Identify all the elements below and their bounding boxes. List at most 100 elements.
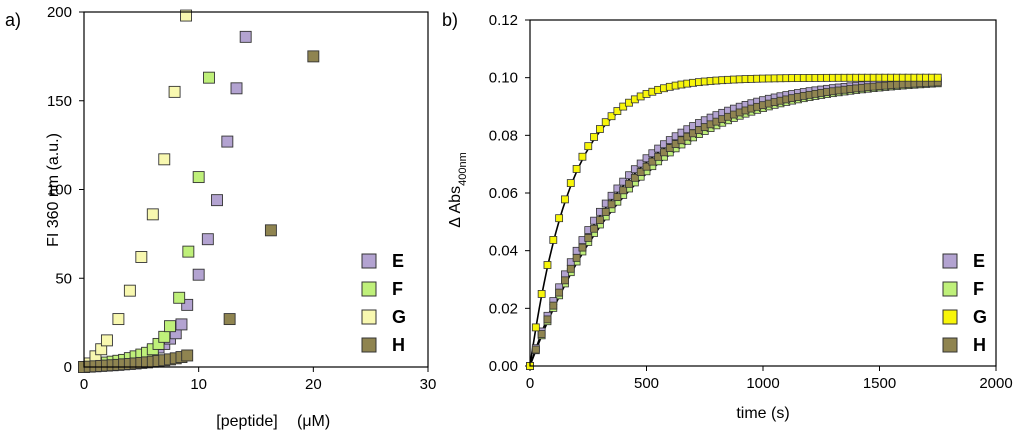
point-b-G	[584, 142, 593, 151]
point-a-G	[123, 284, 136, 297]
point-b-H	[543, 315, 552, 324]
legend-a-label-H: H	[392, 335, 405, 355]
panel-b-xtick-label: 1000	[746, 375, 779, 392]
point-a-E	[175, 318, 188, 331]
panel-a-xunit: (μM)	[297, 413, 330, 430]
panel-b-label: b)	[442, 10, 458, 30]
panel-b-xtick-label: 0	[526, 375, 534, 392]
point-a-G	[158, 153, 171, 166]
legend-b-label-H: H	[973, 335, 986, 355]
panel-a-plot-frame	[83, 11, 429, 368]
legend-b-label-G: G	[973, 307, 987, 327]
point-a-H	[181, 349, 194, 362]
point-a-H	[307, 50, 320, 63]
point-b-H	[601, 208, 610, 216]
point-a-F	[192, 171, 205, 184]
panel-a-xtick-label: 0	[80, 376, 88, 393]
panel-b-xtick-label: 500	[634, 375, 659, 392]
point-a-F	[173, 291, 186, 304]
panel-b-xtick-label: 1500	[863, 375, 896, 392]
point-a-G	[168, 85, 181, 98]
legend-b-swatch-F	[942, 281, 958, 297]
point-b-H	[665, 144, 674, 152]
point-a-E	[230, 82, 243, 95]
panel-b-ytick-label: 0.04	[489, 243, 518, 260]
panel-a-label: a)	[5, 10, 21, 30]
legend-b-swatch-H	[942, 337, 958, 353]
point-b-G	[531, 323, 540, 332]
panel-a-xtick-label: 30	[420, 376, 437, 393]
point-a-G	[112, 313, 125, 326]
point-b-H	[648, 157, 657, 166]
point-b-H	[566, 264, 575, 273]
legend-a-swatch-E	[361, 253, 377, 269]
point-b-H	[584, 233, 593, 242]
legend-b-label-E: E	[973, 251, 985, 271]
point-b-G	[543, 261, 552, 269]
panel-b-xtick-label: 2000	[979, 375, 1012, 392]
legend-b-swatch-E	[942, 253, 958, 269]
panel-a-ytick-label: 0	[64, 359, 72, 376]
panel-b-ticks: 0 500 1000 1500 2000 0.00 0.02 0.04 0.06 0.08 0.10…	[489, 12, 1013, 392]
point-a-G	[135, 250, 148, 263]
panel-a-xlabel: [peptide]	[216, 413, 277, 430]
point-b-H	[660, 148, 668, 157]
point-a-E	[181, 298, 194, 311]
point-a-G	[146, 208, 159, 221]
point-a-H	[264, 224, 277, 237]
panel-a-xtick-label: 20	[305, 376, 322, 393]
legend-a-label-F: F	[392, 279, 403, 299]
point-b-H	[590, 224, 598, 233]
point-b-G	[933, 73, 942, 82]
legend-a-swatch-H	[361, 337, 377, 353]
point-a-G	[180, 9, 193, 22]
point-a-E	[211, 194, 223, 207]
point-a-E	[201, 233, 214, 246]
point-b-G	[596, 125, 604, 133]
panel-a-ytick-label: 100	[47, 182, 72, 199]
panel-b-xlabel: time (s)	[736, 405, 789, 422]
point-a-E	[221, 135, 234, 148]
panel-a-ytick-label: 200	[47, 4, 72, 21]
point-a-G	[100, 334, 113, 347]
panel-b-ytick-label: 0.02	[489, 300, 518, 317]
point-b-H	[549, 301, 558, 310]
point-b-H	[613, 193, 622, 202]
point-b-H	[654, 152, 663, 161]
point-a-F	[164, 320, 176, 333]
point-b-G	[555, 214, 564, 223]
fit-line	[529, 82, 941, 367]
panel-b-plot-frame	[529, 19, 997, 367]
point-b-G	[613, 107, 622, 115]
legend-b-swatch-G	[942, 309, 958, 325]
panel-b-ytick-label: 0.12	[489, 12, 518, 29]
legend-a-label-E: E	[392, 251, 404, 271]
panel-b-ytick-label: 0.06	[489, 185, 518, 202]
legend-a-swatch-F	[361, 281, 377, 297]
point-a-F	[182, 245, 195, 258]
point-b-G	[590, 133, 598, 141]
point-b-G	[572, 165, 581, 173]
point-b-G	[566, 179, 575, 187]
point-b-H	[607, 200, 616, 209]
point-b-H	[642, 162, 651, 171]
panel-b-points	[526, 73, 942, 370]
point-b-G	[537, 290, 546, 298]
panel-b-ylabel-sub: 400nm	[457, 152, 469, 186]
point-b-H	[555, 288, 564, 297]
legend-a-label-G: G	[392, 307, 406, 327]
point-b-H	[596, 216, 604, 225]
point-a-F	[158, 330, 171, 343]
point-b-H	[636, 168, 645, 176]
panel-a-ytick-label: 50	[55, 270, 72, 287]
legend-b-label-F: F	[973, 279, 984, 299]
point-b-H	[572, 253, 581, 262]
panel-b-chart: b) 0 500 1000 1500 20000.000.020.040.060.080…	[442, 10, 1013, 422]
panel-a-points	[78, 9, 320, 373]
point-b-G	[549, 236, 558, 244]
panel-a-ytick-label: 150	[47, 93, 72, 110]
panel-b-ytick-label: 0.00	[489, 358, 518, 375]
point-b-H	[537, 330, 546, 338]
